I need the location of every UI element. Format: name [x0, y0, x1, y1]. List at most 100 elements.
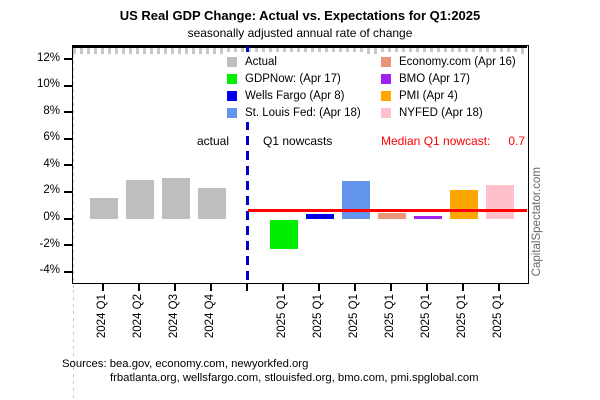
y-tick-mark	[64, 111, 72, 114]
zero-axis-line	[73, 46, 527, 48]
bar-st-louis-fed-apr-18-	[341, 180, 370, 220]
chart-title: US Real GDP Change: Actual vs. Expectati…	[119, 8, 481, 23]
legend-left-column: Actual GDPNow: (Apr 17) Wells Fargo (Apr 8…	[225, 52, 366, 122]
y-tick-mark	[64, 190, 72, 193]
x-tick-label-text: 2024 Q3	[167, 294, 180, 339]
y-tick-mark	[64, 244, 72, 247]
annotation-q1-nowcasts: Q1 nowcasts	[263, 134, 333, 148]
legend-label: NYFED (Apr 18)	[399, 106, 483, 119]
legend-label: Economy.com (Apr 16)	[399, 55, 516, 68]
y-tick-label: 10%	[36, 78, 60, 91]
legend-swatch	[227, 107, 237, 118]
legend-swatch	[227, 73, 237, 84]
y-tick-label: -2%	[39, 237, 60, 250]
legend-item: Economy.com (Apr 16)	[381, 53, 516, 70]
gridline-vertical	[73, 290, 74, 400]
x-tick-mark	[425, 284, 428, 291]
bar-bmo-apr-17-	[413, 215, 442, 220]
median-nowcast-value: 0.7	[508, 134, 525, 148]
x-tick-label-text: 2025 Q1	[419, 294, 432, 339]
legend-label: St. Louis Fed: (Apr 18)	[245, 106, 361, 119]
x-tick-label: 2024 Q4	[204, 294, 248, 338]
x-tick-mark	[245, 284, 248, 291]
legend-item: Actual	[227, 53, 361, 70]
bar-actual	[125, 179, 154, 220]
sources-line-1: Sources: bea.gov, economy.com, newyorkfe…	[62, 358, 309, 370]
bar-actual	[161, 178, 190, 220]
y-tick-mark	[64, 164, 72, 167]
watermark-text: CapitalSpectator.com	[531, 167, 543, 277]
legend-swatch	[381, 73, 391, 84]
bar-nyfed-apr-18-	[485, 184, 514, 220]
legend-label: Actual	[245, 55, 277, 68]
x-tick-mark	[281, 284, 284, 291]
x-tick-mark	[173, 284, 176, 291]
legend-item: Wells Fargo (Apr 8)	[227, 87, 361, 104]
bar-actual	[197, 187, 226, 220]
x-tick-mark	[353, 284, 356, 291]
x-tick-mark	[389, 284, 392, 291]
sources-line-2: frbatlanta.org, wellsfargo.com, stlouisf…	[110, 372, 479, 384]
actual-vs-nowcast-divider-line	[246, 46, 250, 282]
legend-label: BMO (Apr 17)	[399, 72, 470, 85]
x-tick-label-text: 2025 Q1	[383, 294, 396, 339]
y-tick-mark	[64, 84, 72, 87]
x-tick-label-text: 2025 Q1	[347, 294, 360, 339]
gridline-horizontal	[73, 49, 527, 50]
x-tick-label-text: 2025 Q1	[311, 294, 324, 339]
legend-swatch	[227, 56, 237, 67]
legend-label: GDPNow: (Apr 17)	[245, 72, 341, 85]
median-nowcast-label: Median Q1 nowcast:	[381, 134, 491, 148]
y-tick-label: 2%	[43, 184, 60, 197]
legend-item: St. Louis Fed: (Apr 18)	[227, 104, 361, 121]
legend-swatch	[381, 56, 391, 67]
x-tick-mark	[137, 284, 140, 291]
watermark: CapitalSpectator.com	[531, 167, 600, 276]
bar-pmi-apr-4-	[449, 190, 478, 220]
y-tick-label: -4%	[39, 264, 60, 277]
bar-actual	[89, 198, 118, 220]
x-tick-label-text: 2025 Q1	[275, 294, 288, 339]
x-tick-label-text: 2024 Q4	[203, 294, 216, 339]
bar-gdpnow-apr-17-	[269, 219, 298, 249]
x-tick-mark	[317, 284, 320, 291]
gridline-horizontal	[73, 50, 527, 51]
chart-subtitle: seasonally adjusted annual rate of chang…	[187, 26, 413, 40]
y-tick-label: 0%	[43, 211, 60, 223]
bar-wells-fargo-apr-8-	[305, 214, 334, 220]
x-tick-mark	[461, 284, 464, 291]
median-nowcast-line	[247, 208, 527, 212]
legend-item: BMO (Apr 17)	[381, 70, 516, 87]
y-tick-mark	[64, 137, 72, 140]
x-tick-label-text: 2025 Q1	[491, 294, 504, 339]
legend-right-column: Economy.com (Apr 16) BMO (Apr 17) PMI (Apr…	[379, 52, 521, 122]
bar-economy-com-apr-16-	[377, 212, 406, 220]
annotation-actual: actual	[197, 134, 230, 148]
y-tick-mark	[64, 217, 72, 220]
y-tick-mark	[64, 270, 72, 273]
legend-label: PMI (Apr 4)	[399, 89, 458, 102]
gridline-horizontal	[73, 51, 527, 52]
y-tick-label: 8%	[43, 104, 60, 117]
y-tick-label: 12%	[36, 51, 60, 64]
x-tick-label-text: 2025 Q1	[455, 294, 468, 339]
x-tick-mark	[209, 284, 212, 291]
gridline-horizontal	[73, 48, 527, 49]
legend-item: PMI (Apr 4)	[381, 87, 516, 104]
legend-label: Wells Fargo (Apr 8)	[245, 89, 345, 102]
x-tick-mark	[101, 284, 104, 291]
legend-swatch	[227, 90, 237, 101]
x-tick-label-text: 2024 Q1	[95, 294, 108, 339]
legend-item: NYFED (Apr 18)	[381, 104, 516, 121]
y-tick-label: 6%	[43, 131, 60, 144]
x-tick-mark	[497, 284, 500, 291]
x-tick-label-text: 2024 Q2	[131, 294, 144, 339]
plot-area: Actual GDPNow: (Apr 17) Wells Fargo (Apr 8…	[72, 45, 529, 400]
legend-swatch	[381, 107, 391, 118]
y-tick-mark	[64, 58, 72, 61]
legend-swatch	[381, 90, 391, 101]
annotation-median-nowcast: Median Q1 nowcast: 0.7	[381, 134, 525, 148]
gridline-vertical	[73, 54, 74, 290]
x-tick-label: 2025 Q1	[492, 294, 536, 338]
